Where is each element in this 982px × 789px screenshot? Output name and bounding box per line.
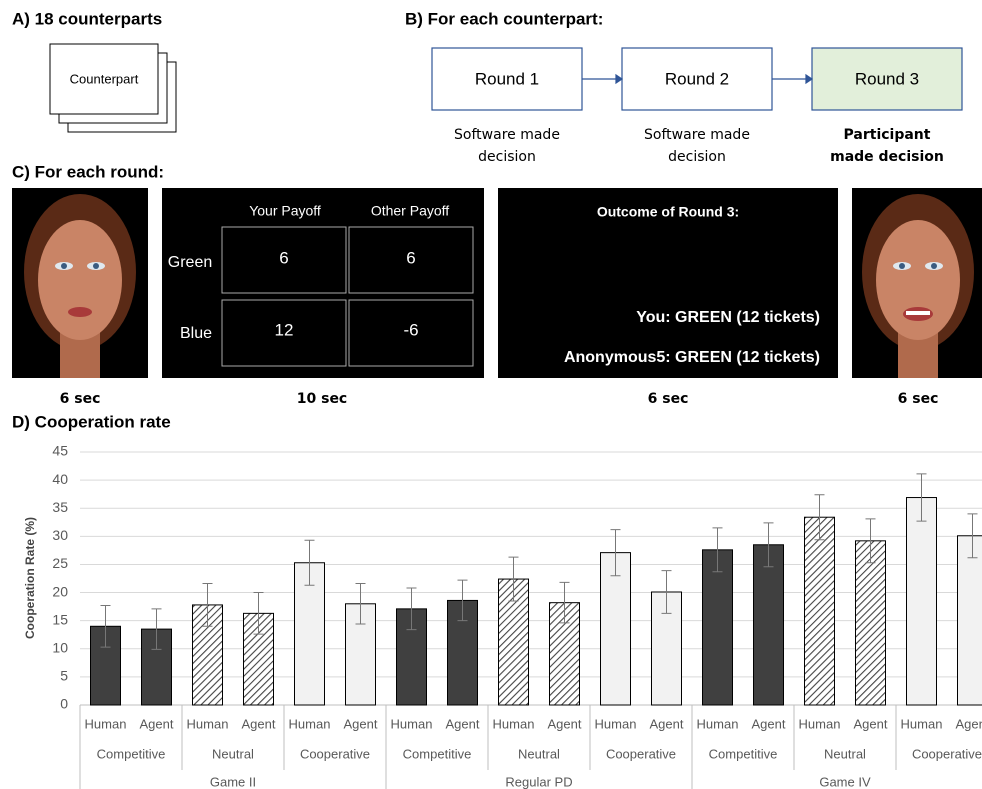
x-tick-label: Agent <box>140 716 174 731</box>
x-tick-label: Human <box>289 716 331 731</box>
card-stack <box>50 44 176 132</box>
outcome-line: Anonymous5: GREEN (12 tickets) <box>564 349 820 366</box>
y-tick-label: 25 <box>52 555 68 571</box>
x-tick-label: Agent <box>650 716 684 731</box>
panel-b-title: B) For each counterpart: <box>405 9 603 28</box>
x-tick-label: Human <box>697 716 739 731</box>
round-caption: decision <box>478 149 536 165</box>
payoff-row-label: Green <box>168 254 212 271</box>
condition-label: Neutral <box>824 746 866 761</box>
round-caption: Software made <box>644 127 750 143</box>
round-label: Round 1 <box>475 69 539 88</box>
payoff-row-label: Blue <box>180 325 212 342</box>
payoff-cell: 6 <box>279 248 288 267</box>
duration: 10 sec <box>297 391 347 407</box>
x-tick-label: Human <box>595 716 637 731</box>
bar <box>958 536 982 705</box>
y-tick-label: 20 <box>52 583 68 599</box>
x-tick-label: Agent <box>242 716 276 731</box>
payoff-cell: 6 <box>406 248 415 267</box>
condition-label: Neutral <box>212 746 254 761</box>
round-caption: made decision <box>830 149 944 165</box>
y-tick-label: 30 <box>52 527 68 543</box>
game-label: Game II <box>210 774 256 789</box>
payoff-cell: -6 <box>403 320 418 339</box>
x-tick-label: Human <box>901 716 943 731</box>
x-tick-label: Agent <box>446 716 480 731</box>
x-tick-label: Agent <box>548 716 582 731</box>
panel-c-title: C) For each round: <box>12 162 164 181</box>
panel-a-title: A) 18 counterparts <box>12 9 162 28</box>
chart: 0 5 10 15 20 25 30 35 40 45 Human Agent Human Agent Hu… <box>52 443 982 789</box>
bar <box>856 541 886 705</box>
y-tick-label: 5 <box>60 668 68 684</box>
duration: 6 sec <box>648 391 689 407</box>
condition-label: Competitive <box>709 746 778 761</box>
condition-label: Cooperative <box>912 746 982 761</box>
x-tick-label: Agent <box>854 716 888 731</box>
round-label: Round 2 <box>665 69 729 88</box>
x-tick-label: Agent <box>344 716 378 731</box>
payoff-header: Your Payoff <box>249 203 321 219</box>
x-tick-label: Agent <box>956 716 982 731</box>
payoff-cell: 12 <box>275 320 294 339</box>
round-caption: Software made <box>454 127 560 143</box>
y-tick-label: 45 <box>52 443 68 459</box>
duration: 6 sec <box>60 391 101 407</box>
y-tick-label: 35 <box>52 499 68 515</box>
bar <box>754 545 784 705</box>
outcome-line: You: GREEN (12 tickets) <box>636 309 820 326</box>
x-tick-label: Human <box>391 716 433 731</box>
figure: A) 18 counterparts Counterpart B) For ea… <box>0 0 982 789</box>
game-label: Regular PD <box>505 774 572 789</box>
y-tick-label: 0 <box>60 696 68 712</box>
y-tick-label: 15 <box>52 611 68 627</box>
condition-label: Neutral <box>518 746 560 761</box>
game-label: Game IV <box>819 774 871 789</box>
x-tick-label: Human <box>187 716 229 731</box>
x-tick-label: Agent <box>752 716 786 731</box>
x-tick-label: Human <box>85 716 127 731</box>
y-axis-label: Cooperation Rate (%) <box>23 517 37 639</box>
round-label: Round 3 <box>855 69 919 88</box>
duration: 6 sec <box>898 391 939 407</box>
y-tick-label: 10 <box>52 639 68 655</box>
card-label: Counterpart <box>70 71 139 86</box>
round-caption: decision <box>668 149 726 165</box>
bar <box>907 498 937 705</box>
face-image <box>852 188 982 378</box>
payoff-header: Other Payoff <box>371 203 449 219</box>
condition-label: Competitive <box>97 746 166 761</box>
condition-label: Cooperative <box>606 746 676 761</box>
bar <box>805 517 835 705</box>
chart-title: D) Cooperation rate <box>12 412 171 431</box>
outcome-title: Outcome of Round 3: <box>597 204 739 220</box>
face-image <box>12 188 148 378</box>
condition-label: Competitive <box>403 746 472 761</box>
condition-label: Cooperative <box>300 746 370 761</box>
x-tick-label: Human <box>799 716 841 731</box>
x-tick-label: Human <box>493 716 535 731</box>
bar <box>703 550 733 705</box>
y-tick-label: 40 <box>52 471 68 487</box>
round-caption: Participant <box>844 127 931 143</box>
